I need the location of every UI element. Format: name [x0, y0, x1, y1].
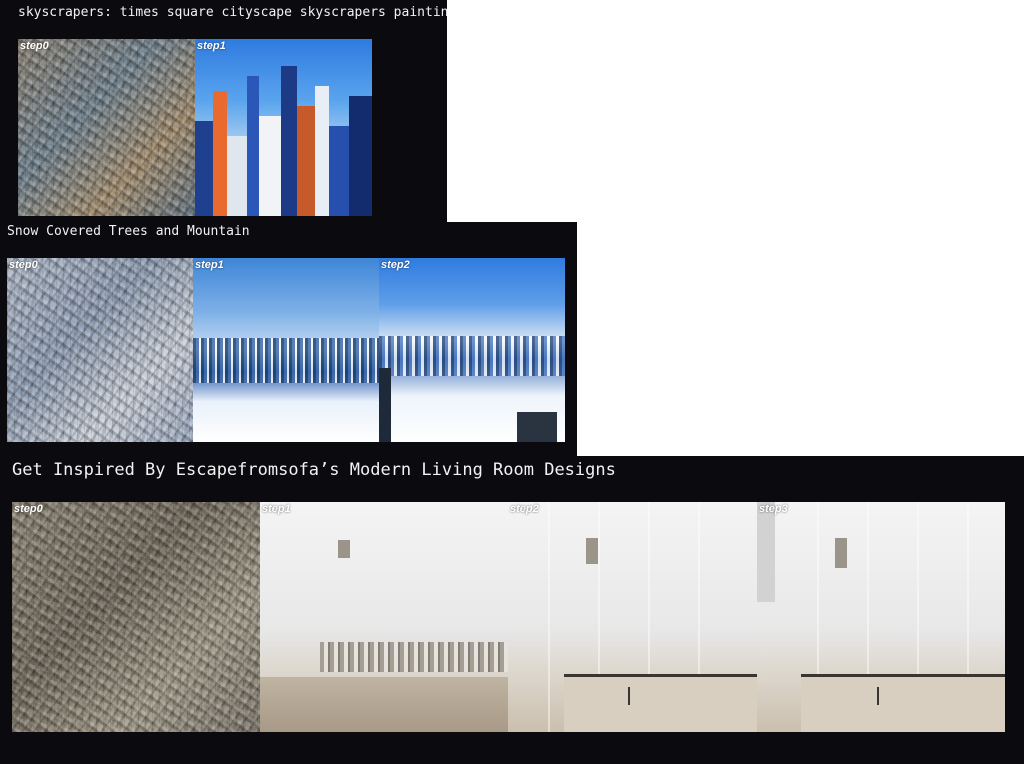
panel-caption: Get Inspired By Escapefromsofa’s Modern … [12, 460, 616, 480]
step-label: step1 [262, 503, 291, 515]
step-image-2: step2 [508, 502, 757, 732]
step-image-1: step1 [195, 39, 372, 216]
step-image-0: step0 [12, 502, 260, 732]
step-label: step3 [759, 503, 788, 515]
step-image-1: step1 [260, 502, 508, 732]
generation-panel-living-room: Get Inspired By Escapefromsofa’s Modern … [0, 456, 1024, 764]
generation-panel-snow: Snow Covered Trees and Mountain step0 st… [0, 222, 577, 456]
step-image-2: step2 [379, 258, 565, 442]
panel-caption: skyscrapers: times square cityscape skys… [18, 5, 447, 20]
step-label: step2 [381, 259, 410, 271]
step-image-3: step3 [757, 502, 1005, 732]
step-label: step0 [14, 503, 43, 515]
step-image-0: step0 [18, 39, 195, 216]
step-label: step1 [197, 40, 226, 52]
step-image-0: step0 [7, 258, 193, 442]
step-label: step2 [510, 503, 539, 515]
generation-panel-skyscrapers: skyscrapers: times square cityscape skys… [0, 0, 447, 222]
step-label: step0 [20, 40, 49, 52]
step-image-1: step1 [193, 258, 379, 442]
step-label: step0 [9, 259, 38, 271]
step-label: step1 [195, 259, 224, 271]
panel-caption: Snow Covered Trees and Mountain [7, 224, 250, 239]
